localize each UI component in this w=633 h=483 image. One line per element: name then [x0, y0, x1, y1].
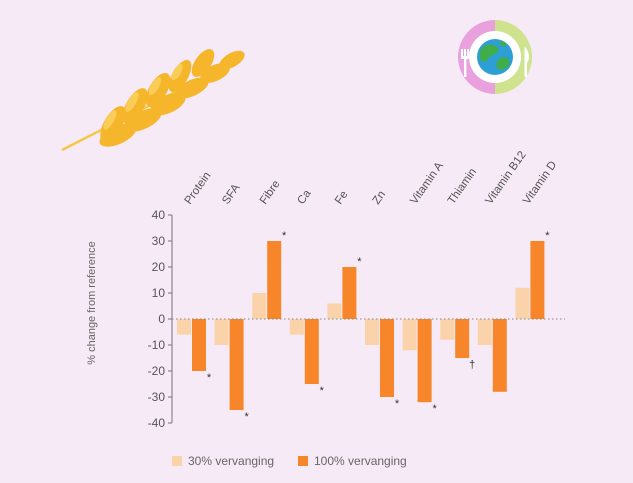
y-tick-label: 10	[152, 286, 166, 300]
legend: 30% vervanging 100% vervanging	[172, 454, 407, 468]
bar	[289, 319, 304, 335]
legend-label-100: 100% vervanging	[314, 454, 407, 468]
earth-plate-icon	[458, 20, 532, 94]
significance-mark: *	[395, 398, 400, 410]
bar	[252, 293, 267, 319]
category-label: Vitamin D	[521, 159, 559, 207]
legend-swatch-30	[172, 456, 182, 466]
bar	[214, 319, 229, 345]
bar	[440, 319, 455, 340]
legend-label-30: 30% vervanging	[188, 454, 274, 468]
category-label: Ca	[295, 187, 314, 206]
bar	[492, 319, 507, 392]
significance-mark: *	[320, 385, 325, 397]
category-label: Thiamin	[446, 166, 479, 206]
bar	[229, 319, 244, 410]
significance-mark: *	[357, 256, 362, 268]
bar	[402, 319, 417, 351]
bar	[380, 319, 394, 397]
category-labels: Protein SFA Fibre Ca Fe Zn Vitamin A Thiamin Vit…	[183, 149, 560, 207]
bar	[477, 319, 492, 345]
y-tick-label: 20	[152, 260, 166, 274]
significance-mark: *	[244, 411, 249, 423]
bar	[342, 267, 357, 319]
y-axis: 40 30 20 10 0 -10 -20 -30 -40	[148, 208, 173, 430]
significance-mark: *	[282, 230, 287, 242]
significance-mark: †	[469, 359, 475, 371]
bar	[455, 319, 470, 358]
category-label: Vitamin A	[408, 160, 446, 207]
significance-mark: *	[432, 403, 437, 415]
legend-swatch-100	[298, 456, 308, 466]
bar	[417, 319, 432, 403]
significance-mark: *	[207, 372, 212, 384]
y-tick-label: 0	[158, 312, 165, 326]
bar	[365, 319, 379, 345]
y-axis-title: % change from reference	[86, 241, 98, 365]
y-tick-label: -40	[148, 416, 166, 430]
y-tick-label: -20	[148, 364, 166, 378]
wheat-icon	[61, 49, 245, 152]
category-label: SFA	[220, 182, 242, 207]
bar	[304, 319, 319, 384]
y-tick-label: 40	[152, 208, 166, 222]
y-tick-label: -30	[148, 390, 166, 404]
bar	[515, 287, 530, 319]
category-label: Protein	[183, 170, 214, 207]
category-label: Zn	[371, 189, 389, 207]
bar	[177, 319, 191, 335]
bar	[327, 303, 342, 319]
y-tick-label: 30	[152, 234, 166, 248]
bar	[530, 241, 545, 319]
category-label: Fe	[333, 189, 351, 207]
category-label: Fibre	[258, 178, 283, 206]
bar	[192, 319, 206, 371]
bars: ************†*	[172, 230, 565, 423]
y-tick-label: -10	[148, 338, 166, 352]
bar	[267, 241, 282, 319]
significance-mark: *	[545, 230, 550, 242]
